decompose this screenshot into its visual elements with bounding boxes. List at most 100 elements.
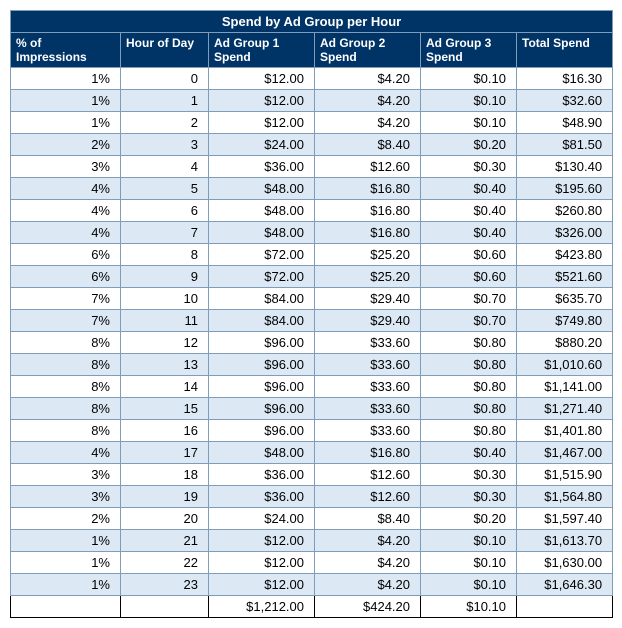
col-header-total: Total Spend: [517, 33, 613, 68]
table-row: 8%12$96.00$33.60$0.80$880.20: [11, 332, 613, 354]
cell: $521.60: [517, 266, 613, 288]
cell: $16.30: [517, 68, 613, 90]
cell: $0.80: [421, 376, 517, 398]
col-header-impressions: % of Impressions: [11, 33, 121, 68]
cell: $16.80: [315, 178, 421, 200]
cell: $0.80: [421, 420, 517, 442]
cell: $12.00: [209, 552, 315, 574]
table-row: 8%13$96.00$33.60$0.80$1,010.60: [11, 354, 613, 376]
table-row: 1%23$12.00$4.20$0.10$1,646.30: [11, 574, 613, 596]
cell: $12.00: [209, 90, 315, 112]
table-row: 1%1$12.00$4.20$0.10$32.60: [11, 90, 613, 112]
cell: 18: [121, 464, 209, 486]
cell: 4%: [11, 222, 121, 244]
cell: $12.00: [209, 530, 315, 552]
cell: $36.00: [209, 486, 315, 508]
cell: $0.40: [421, 222, 517, 244]
table-footer-row: $1,212.00 $424.20 $10.10: [11, 596, 613, 618]
cell: $1,141.00: [517, 376, 613, 398]
col-header-group2: Ad Group 2 Spend: [315, 33, 421, 68]
cell: 5: [121, 178, 209, 200]
cell: 8%: [11, 332, 121, 354]
footer-cell: $1,212.00: [209, 596, 315, 618]
cell: $1,010.60: [517, 354, 613, 376]
cell: $4.20: [315, 90, 421, 112]
cell: 8%: [11, 376, 121, 398]
cell: 10: [121, 288, 209, 310]
table-row: 8%16$96.00$33.60$0.80$1,401.80: [11, 420, 613, 442]
cell: $0.40: [421, 178, 517, 200]
cell: 2: [121, 112, 209, 134]
cell: 6: [121, 200, 209, 222]
cell: $1,613.70: [517, 530, 613, 552]
table-row: 8%15$96.00$33.60$0.80$1,271.40: [11, 398, 613, 420]
cell: $0.10: [421, 112, 517, 134]
cell: $880.20: [517, 332, 613, 354]
cell: 4%: [11, 442, 121, 464]
cell: $4.20: [315, 112, 421, 134]
cell: 7%: [11, 288, 121, 310]
cell: $0.20: [421, 508, 517, 530]
cell: $72.00: [209, 244, 315, 266]
cell: $12.60: [315, 486, 421, 508]
cell: $36.00: [209, 464, 315, 486]
cell: $0.70: [421, 310, 517, 332]
cell: $33.60: [315, 354, 421, 376]
cell: $29.40: [315, 310, 421, 332]
table-row: 1%0$12.00$4.20$0.10$16.30: [11, 68, 613, 90]
cell: 1%: [11, 68, 121, 90]
cell: $326.00: [517, 222, 613, 244]
cell: $96.00: [209, 420, 315, 442]
cell: $33.60: [315, 398, 421, 420]
cell: $0.40: [421, 442, 517, 464]
table-title-row: Spend by Ad Group per Hour: [11, 11, 613, 33]
cell: $24.00: [209, 508, 315, 530]
cell: 7: [121, 222, 209, 244]
cell: $48.00: [209, 222, 315, 244]
cell: $33.60: [315, 420, 421, 442]
cell: 21: [121, 530, 209, 552]
cell: 3%: [11, 486, 121, 508]
footer-cell: [517, 596, 613, 618]
cell: $33.60: [315, 332, 421, 354]
table-row: 3%4$36.00$12.60$0.30$130.40: [11, 156, 613, 178]
cell: 8%: [11, 354, 121, 376]
cell: $12.00: [209, 68, 315, 90]
cell: $0.20: [421, 134, 517, 156]
cell: 8%: [11, 398, 121, 420]
cell: 8: [121, 244, 209, 266]
cell: $84.00: [209, 288, 315, 310]
cell: $96.00: [209, 398, 315, 420]
cell: $635.70: [517, 288, 613, 310]
cell: 3%: [11, 464, 121, 486]
cell: $0.10: [421, 90, 517, 112]
cell: $0.10: [421, 552, 517, 574]
cell: $36.00: [209, 156, 315, 178]
cell: $48.90: [517, 112, 613, 134]
cell: $423.80: [517, 244, 613, 266]
cell: $1,564.80: [517, 486, 613, 508]
cell: $0.10: [421, 68, 517, 90]
cell: $12.00: [209, 112, 315, 134]
cell: $33.60: [315, 376, 421, 398]
cell: $4.20: [315, 552, 421, 574]
cell: $1,467.00: [517, 442, 613, 464]
col-header-group1: Ad Group 1 Spend: [209, 33, 315, 68]
cell: 9: [121, 266, 209, 288]
cell: $4.20: [315, 68, 421, 90]
table-row: 7%10$84.00$29.40$0.70$635.70: [11, 288, 613, 310]
cell: $1,401.80: [517, 420, 613, 442]
table-row: 4%6$48.00$16.80$0.40$260.80: [11, 200, 613, 222]
cell: $84.00: [209, 310, 315, 332]
cell: $260.80: [517, 200, 613, 222]
cell: 1%: [11, 530, 121, 552]
footer-cell: [11, 596, 121, 618]
table-row: 1%22$12.00$4.20$0.10$1,630.00: [11, 552, 613, 574]
cell: $0.70: [421, 288, 517, 310]
table-row: 1%21$12.00$4.20$0.10$1,613.70: [11, 530, 613, 552]
cell: 16: [121, 420, 209, 442]
col-header-group3: Ad Group 3 Spend: [421, 33, 517, 68]
cell: 13: [121, 354, 209, 376]
cell: $0.30: [421, 464, 517, 486]
cell: $81.50: [517, 134, 613, 156]
